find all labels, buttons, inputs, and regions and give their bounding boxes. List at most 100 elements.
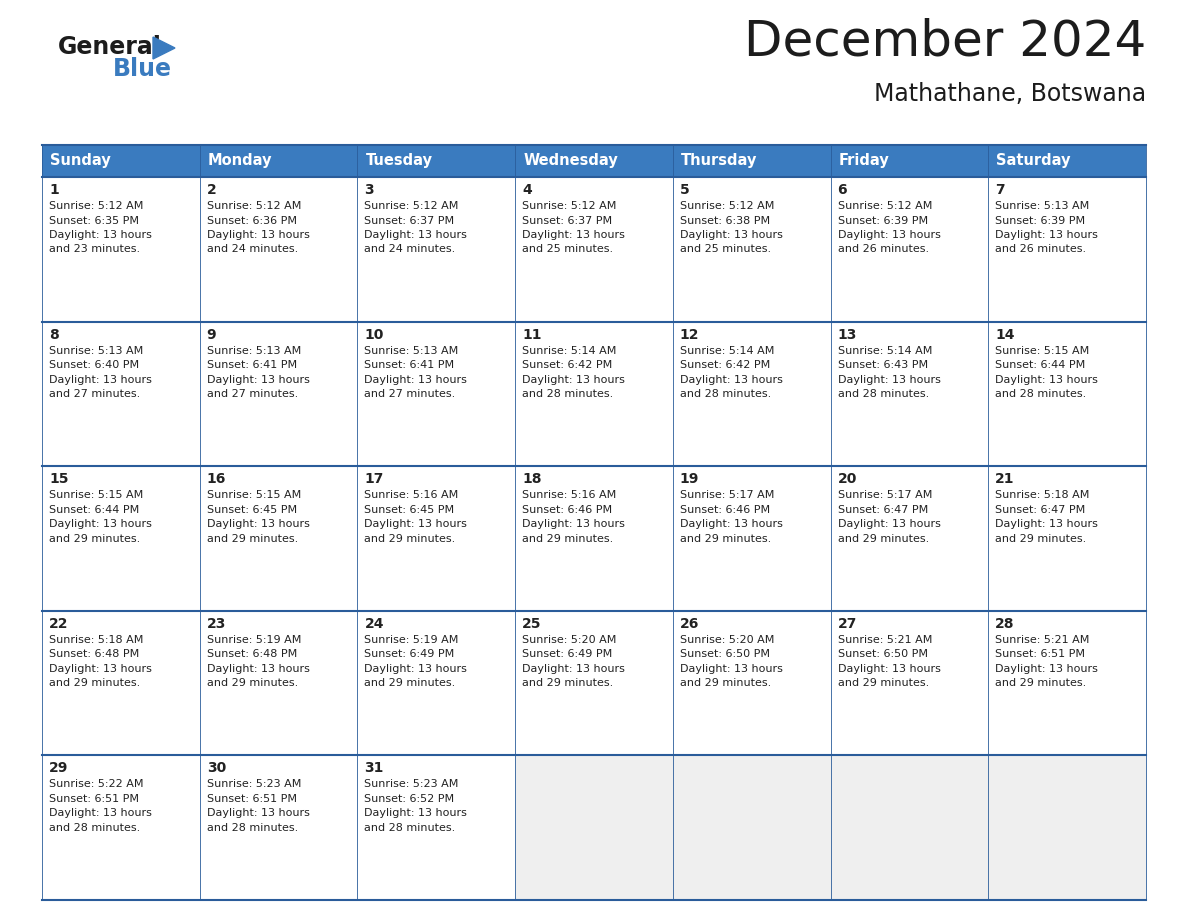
Text: and 28 minutes.: and 28 minutes. [996,389,1087,399]
Text: 11: 11 [523,328,542,341]
Text: 24: 24 [365,617,384,631]
Text: Sunset: 6:51 PM: Sunset: 6:51 PM [207,794,297,804]
Bar [42,466,200,610]
Bar [830,145,988,177]
Text: 23: 23 [207,617,226,631]
Text: Daylight: 13 hours: Daylight: 13 hours [838,230,941,240]
Text: and 25 minutes.: and 25 minutes. [680,244,771,254]
Text: Sunset: 6:45 PM: Sunset: 6:45 PM [365,505,455,515]
Text: Sunset: 6:48 PM: Sunset: 6:48 PM [49,649,139,659]
Text: Sunrise: 5:13 AM: Sunrise: 5:13 AM [365,345,459,355]
Bar [358,610,516,756]
Bar [830,321,988,466]
Text: Sunrise: 5:23 AM: Sunrise: 5:23 AM [365,779,459,789]
Text: Sunrise: 5:12 AM: Sunrise: 5:12 AM [680,201,775,211]
Text: 3: 3 [365,183,374,197]
Text: Sunset: 6:49 PM: Sunset: 6:49 PM [523,649,612,659]
Text: Daylight: 13 hours: Daylight: 13 hours [838,664,941,674]
Text: Sunset: 6:39 PM: Sunset: 6:39 PM [996,216,1086,226]
Bar [516,466,672,610]
Bar [516,610,672,756]
Text: and 27 minutes.: and 27 minutes. [207,389,298,399]
Text: Sunset: 6:48 PM: Sunset: 6:48 PM [207,649,297,659]
Text: Sunset: 6:41 PM: Sunset: 6:41 PM [207,360,297,370]
Text: and 29 minutes.: and 29 minutes. [365,533,456,543]
Text: and 29 minutes.: and 29 minutes. [49,678,140,688]
Text: Tuesday: Tuesday [366,153,432,169]
Text: Sunrise: 5:18 AM: Sunrise: 5:18 AM [49,635,144,644]
Text: Sunday: Sunday [50,153,110,169]
Text: 14: 14 [996,328,1015,341]
Bar [672,145,830,177]
Text: 10: 10 [365,328,384,341]
Text: Sunrise: 5:13 AM: Sunrise: 5:13 AM [49,345,144,355]
Text: and 27 minutes.: and 27 minutes. [49,389,140,399]
Text: Sunset: 6:39 PM: Sunset: 6:39 PM [838,216,928,226]
Text: and 23 minutes.: and 23 minutes. [49,244,140,254]
Text: Saturday: Saturday [997,153,1070,169]
Text: Sunset: 6:46 PM: Sunset: 6:46 PM [523,505,612,515]
Text: Daylight: 13 hours: Daylight: 13 hours [207,809,310,819]
Text: 12: 12 [680,328,700,341]
Text: Sunrise: 5:12 AM: Sunrise: 5:12 AM [523,201,617,211]
Text: 21: 21 [996,472,1015,487]
Text: Sunset: 6:43 PM: Sunset: 6:43 PM [838,360,928,370]
Text: Daylight: 13 hours: Daylight: 13 hours [680,664,783,674]
Bar [830,466,988,610]
Text: Sunset: 6:42 PM: Sunset: 6:42 PM [523,360,612,370]
Text: 8: 8 [49,328,58,341]
Text: 17: 17 [365,472,384,487]
Text: Sunrise: 5:19 AM: Sunrise: 5:19 AM [207,635,301,644]
Text: Sunrise: 5:16 AM: Sunrise: 5:16 AM [523,490,617,500]
Text: Daylight: 13 hours: Daylight: 13 hours [838,375,941,385]
Text: Sunset: 6:35 PM: Sunset: 6:35 PM [49,216,139,226]
Bar [358,321,516,466]
Text: and 24 minutes.: and 24 minutes. [365,244,456,254]
Text: and 29 minutes.: and 29 minutes. [207,533,298,543]
Text: Sunrise: 5:21 AM: Sunrise: 5:21 AM [996,635,1089,644]
Text: 19: 19 [680,472,700,487]
Text: Daylight: 13 hours: Daylight: 13 hours [680,230,783,240]
Text: and 29 minutes.: and 29 minutes. [523,678,613,688]
Text: and 24 minutes.: and 24 minutes. [207,244,298,254]
Text: Mathathane, Botswana: Mathathane, Botswana [874,82,1146,106]
Text: Sunset: 6:42 PM: Sunset: 6:42 PM [680,360,770,370]
Bar [200,321,358,466]
Bar [200,177,358,321]
Bar [200,756,358,900]
Text: and 29 minutes.: and 29 minutes. [680,678,771,688]
Text: Sunrise: 5:12 AM: Sunrise: 5:12 AM [365,201,459,211]
Text: Daylight: 13 hours: Daylight: 13 hours [365,809,467,819]
Text: and 28 minutes.: and 28 minutes. [523,389,613,399]
Text: Monday: Monday [208,153,272,169]
Bar [200,145,358,177]
Text: 29: 29 [49,761,69,776]
Text: Sunset: 6:52 PM: Sunset: 6:52 PM [365,794,455,804]
Bar [42,756,200,900]
Text: Daylight: 13 hours: Daylight: 13 hours [996,664,1098,674]
Text: Daylight: 13 hours: Daylight: 13 hours [996,375,1098,385]
Text: and 25 minutes.: and 25 minutes. [523,244,613,254]
Bar [516,321,672,466]
Bar [830,610,988,756]
Text: Sunrise: 5:16 AM: Sunrise: 5:16 AM [365,490,459,500]
Text: 7: 7 [996,183,1005,197]
Text: Sunrise: 5:15 AM: Sunrise: 5:15 AM [207,490,301,500]
Bar [200,466,358,610]
Bar [516,145,672,177]
Text: December 2024: December 2024 [744,18,1146,66]
Text: Sunset: 6:41 PM: Sunset: 6:41 PM [365,360,455,370]
Text: and 29 minutes.: and 29 minutes. [680,533,771,543]
Text: Daylight: 13 hours: Daylight: 13 hours [49,520,152,529]
Text: Sunrise: 5:12 AM: Sunrise: 5:12 AM [838,201,931,211]
Text: Sunset: 6:44 PM: Sunset: 6:44 PM [49,505,139,515]
Text: Sunrise: 5:17 AM: Sunrise: 5:17 AM [680,490,775,500]
Text: Sunrise: 5:19 AM: Sunrise: 5:19 AM [365,635,459,644]
Text: and 28 minutes.: and 28 minutes. [49,823,140,833]
Text: Sunrise: 5:21 AM: Sunrise: 5:21 AM [838,635,931,644]
Bar [358,177,516,321]
Text: Daylight: 13 hours: Daylight: 13 hours [207,230,310,240]
Bar [358,466,516,610]
Bar [42,610,200,756]
Text: Daylight: 13 hours: Daylight: 13 hours [523,230,625,240]
